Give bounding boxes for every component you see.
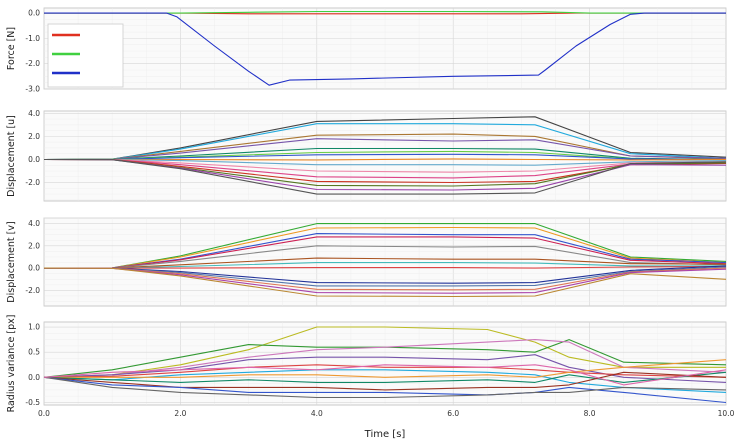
y-axis-label: Displacement [v]	[6, 221, 17, 302]
series-line-11	[43, 376, 727, 399]
series-line-9	[43, 371, 727, 391]
series-line-6	[43, 369, 727, 393]
series-line-3	[44, 12, 726, 86]
series-line-13	[43, 267, 727, 298]
x-tick-label: 4.0	[311, 409, 323, 418]
y-tick-label: -2.0	[25, 59, 40, 68]
series-line-3	[43, 339, 727, 378]
series-line-12	[43, 364, 727, 386]
x-axis-label: Time [s]	[364, 429, 406, 440]
panel-2: 4.0 2.0 0.0 -2.0 Displacement [u]	[6, 109, 727, 202]
y-axis-label: Radius variance [px]	[6, 315, 17, 413]
y-tick-label: -0.5	[25, 398, 40, 407]
series-line-5	[43, 364, 727, 378]
y-tick-label: 4.0	[28, 219, 40, 228]
y-tick-label: 0.0	[28, 155, 40, 164]
y-tick-label: 0.0	[28, 264, 40, 273]
y-tick-label: 0.0	[28, 373, 40, 382]
legend	[47, 23, 124, 88]
x-tick-label: 6.0	[447, 409, 459, 418]
x-tick-label: 2.0	[174, 409, 186, 418]
y-tick-label: 0.0	[28, 9, 40, 18]
series-line-4	[43, 138, 727, 161]
x-tick-label: 0.0	[38, 409, 50, 418]
series-line-1	[43, 326, 726, 378]
y-tick-label: 2.0	[28, 132, 40, 141]
series-line-7	[44, 359, 727, 378]
y-tick-label: -3.0	[25, 85, 40, 94]
y-axis-label: Force [N]	[6, 27, 17, 70]
y-tick-label: -1.0	[25, 34, 40, 43]
series-line-15	[43, 158, 727, 195]
panel-4: 1.0 0.5 0.0 -0.5 Radius variance [px] 0.0 2.0 4…	[6, 315, 735, 440]
series-line-5	[43, 245, 727, 269]
y-tick-label: -2.0	[25, 178, 40, 187]
y-tick-label: 4.0	[28, 109, 40, 118]
y-tick-label: 0.5	[28, 348, 40, 357]
series-line-8	[43, 371, 727, 383]
legend-box	[47, 23, 124, 88]
series-line-8	[44, 265, 727, 269]
y-tick-label: -2.0	[25, 286, 40, 295]
x-tick-label: 8.0	[584, 409, 596, 418]
series-line-2	[44, 10, 726, 14]
series-line-10	[43, 376, 727, 404]
y-tick-label: 1.0	[28, 323, 40, 332]
x-tick-label: 10.0	[718, 409, 735, 418]
panel-1: 0.0 -1.0 -2.0 -3.0 Force [N]	[6, 7, 727, 94]
panel-3: 4.0 2.0 0.0 -2.0 Displacement [v]	[6, 217, 727, 307]
y-axis-label: Displacement [u]	[6, 115, 17, 197]
y-tick-label: 2.0	[28, 241, 40, 250]
